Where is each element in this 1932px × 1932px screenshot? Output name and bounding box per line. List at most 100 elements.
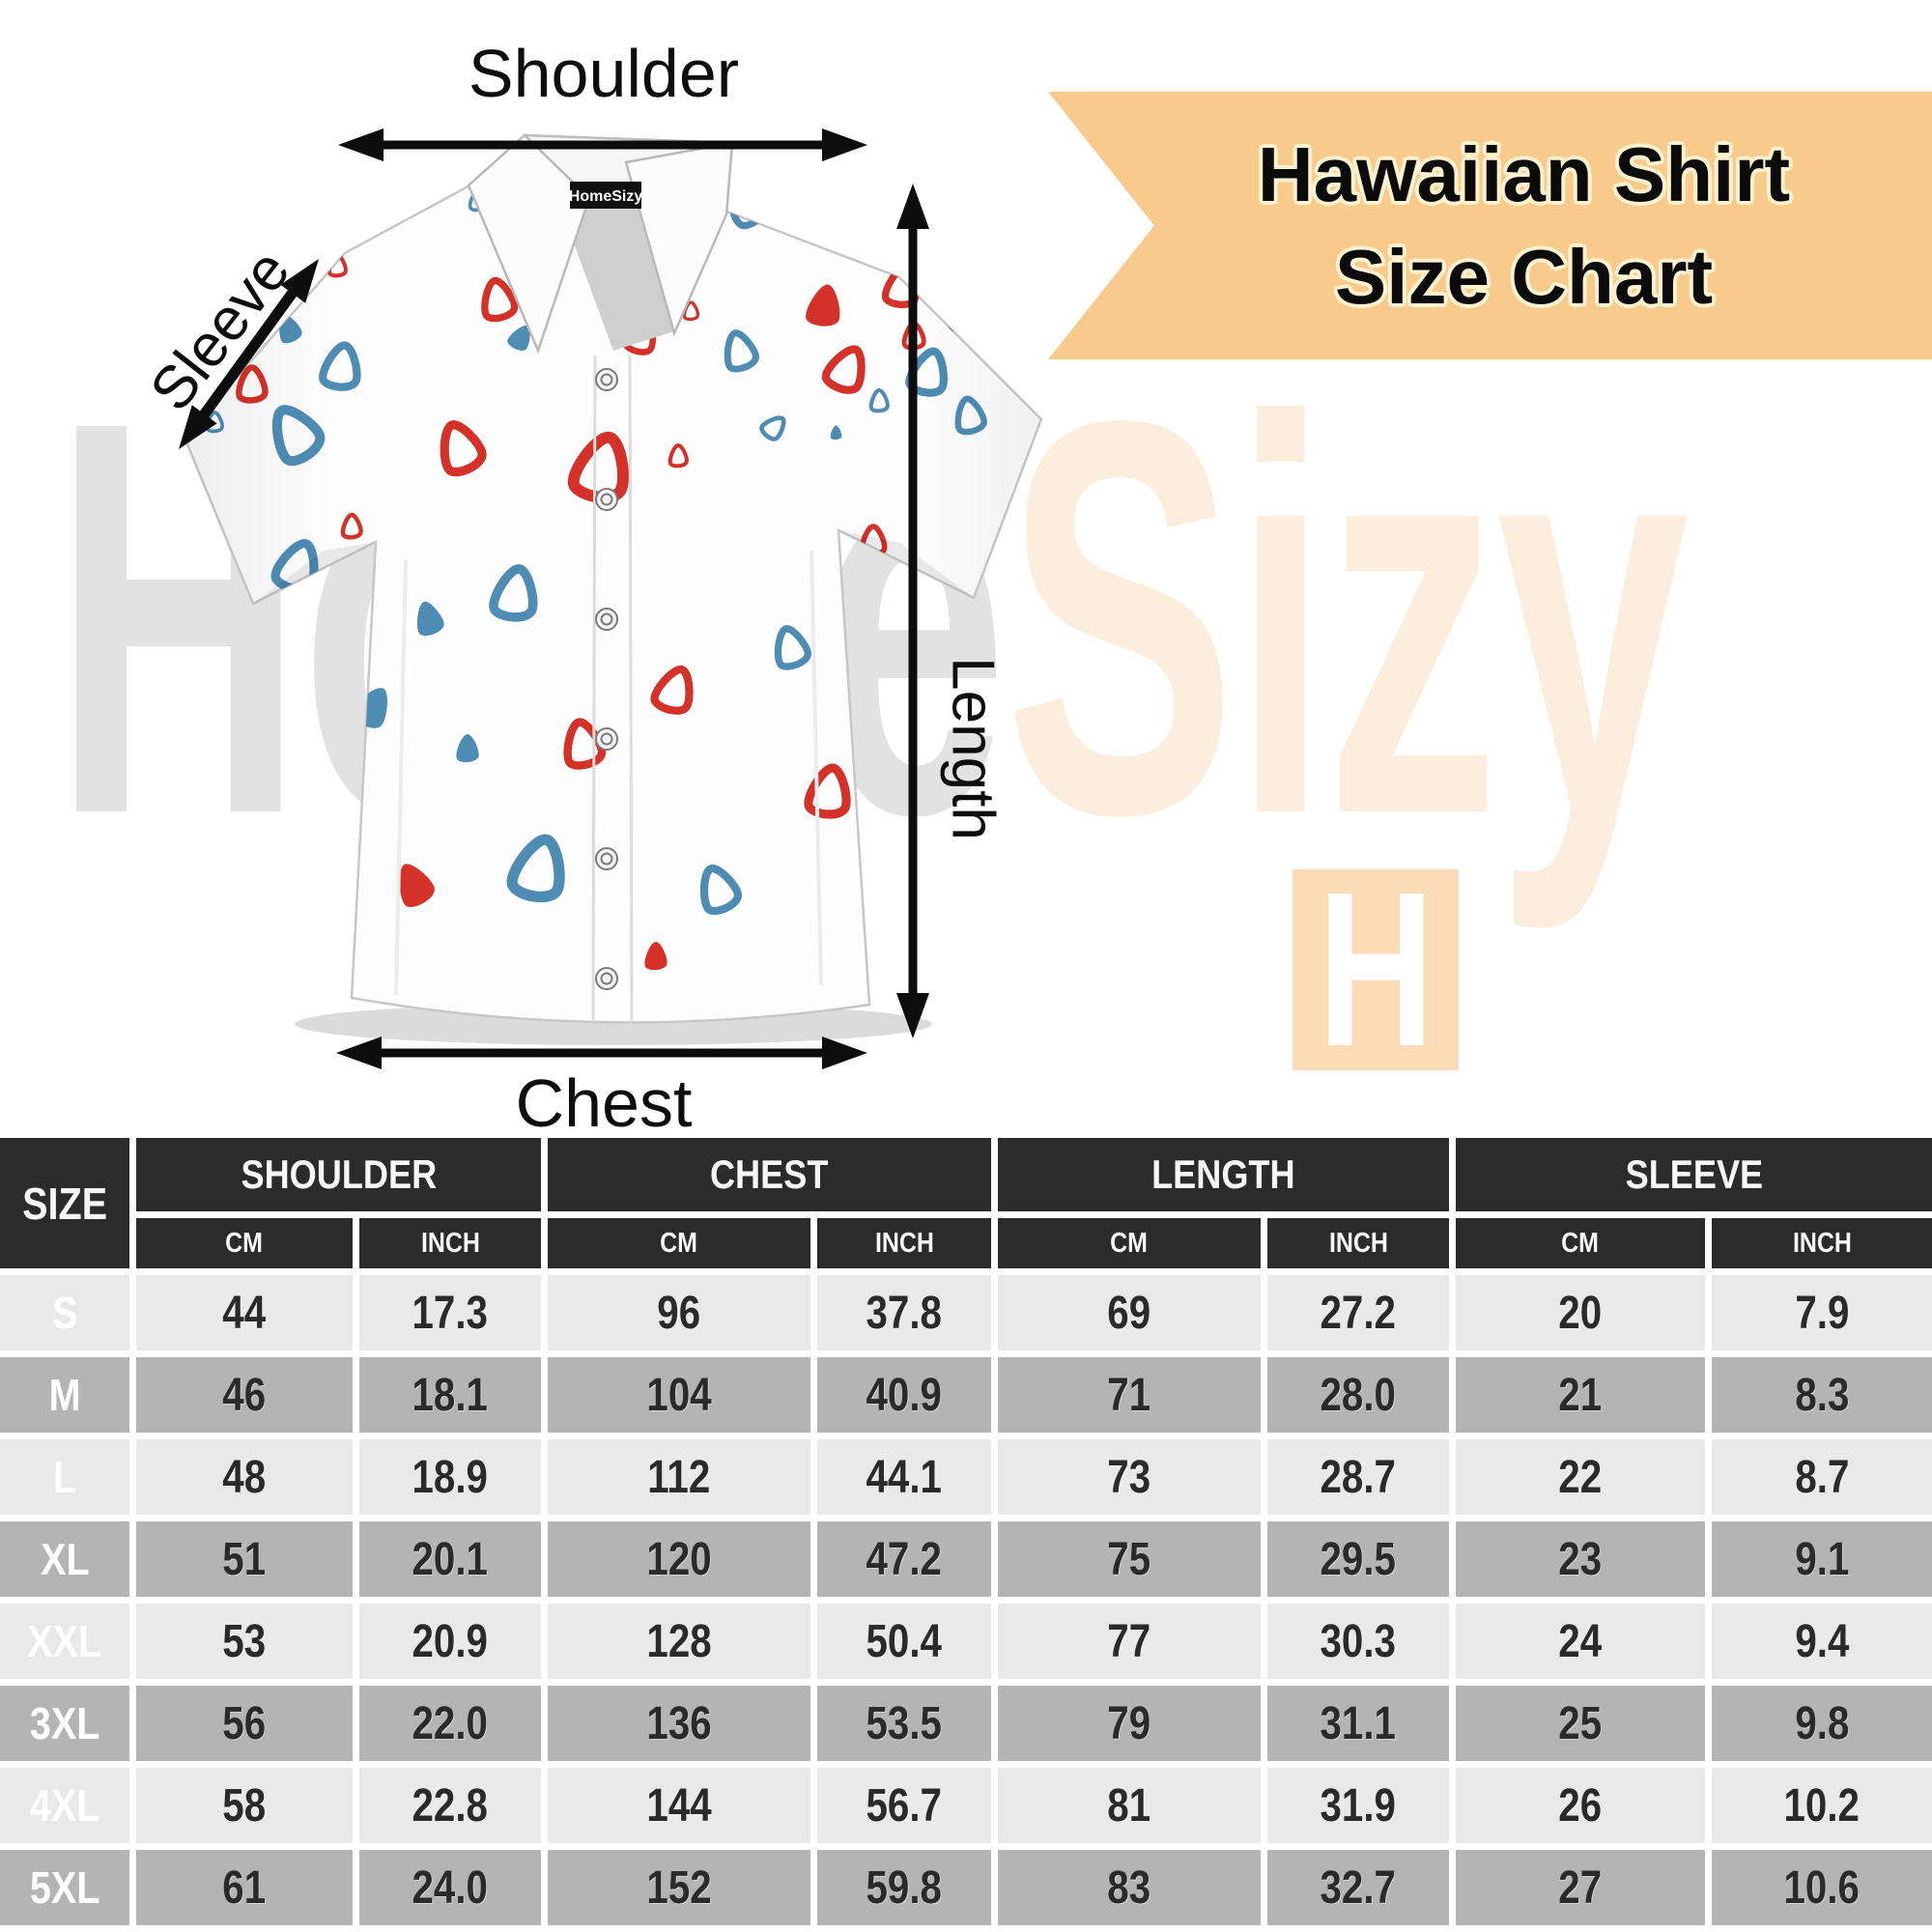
value-cell-length_inch: 27.2 (1267, 1275, 1450, 1350)
value-cell-sleeve_cm: 22 (1456, 1439, 1706, 1515)
value-cell-shoulder_cm: 46 (136, 1357, 353, 1433)
brand-logo-letter: H (1317, 847, 1435, 1093)
sleeve-cm-header: CM (1456, 1218, 1706, 1268)
value-cell-chest_inch: 44.1 (817, 1439, 992, 1515)
sleeve-inch-header: INCH (1712, 1218, 1932, 1268)
value-cell-shoulder_inch: 18.1 (359, 1357, 541, 1433)
length-inch-header: INCH (1267, 1218, 1450, 1268)
size-corner-header: SIZE (0, 1138, 129, 1268)
value-cell-length_cm: 75 (998, 1521, 1262, 1597)
value-cell-chest_inch: 53.5 (817, 1686, 992, 1761)
value-cell-shoulder_inch: 20.9 (359, 1604, 541, 1679)
value-cell-sleeve_inch: 9.4 (1712, 1604, 1932, 1679)
value-cell-shoulder_cm: 61 (136, 1850, 353, 1925)
chest-inch-header: INCH (817, 1218, 992, 1268)
value-cell-length_inch: 31.1 (1267, 1686, 1450, 1761)
value-cell-shoulder_inch: 20.1 (359, 1521, 541, 1597)
collar-tag (570, 182, 641, 209)
value-cell-chest_cm: 152 (548, 1850, 810, 1925)
size-row-3XL: 3XL 56 22.0 136 53.5 79 31.1 25 9.8 (0, 1686, 1932, 1761)
shoulder-column-header: SHOULDER (136, 1138, 541, 1211)
value-cell-shoulder_cm: 58 (136, 1768, 353, 1843)
size-row-5XL: 5XL 61 24.0 152 59.8 83 32.7 27 10.6 (0, 1850, 1932, 1925)
brand-logo-h: H (1293, 860, 1459, 1080)
value-cell-sleeve_inch: 8.3 (1712, 1357, 1932, 1433)
chest-column-header: CHEST (548, 1138, 992, 1211)
value-cell-chest_cm: 104 (548, 1357, 810, 1433)
value-cell-chest_cm: 96 (548, 1275, 810, 1350)
collar-left-lapel (467, 133, 591, 355)
value-cell-sleeve_inch: 9.1 (1712, 1521, 1932, 1597)
value-cell-chest_inch: 50.4 (817, 1604, 992, 1679)
shoulder-label: Shoulder (468, 36, 740, 111)
value-cell-shoulder_cm: 51 (136, 1521, 353, 1597)
page-title-line1: Hawaiian Shirt (1257, 130, 1791, 217)
size-label-cell: 4XL (0, 1768, 129, 1843)
size-row-L: L 48 18.9 112 44.1 73 28.7 22 8.7 (0, 1439, 1932, 1515)
size-label-cell: M (0, 1357, 129, 1433)
title-banner: Hawaiian Shirt Size Chart (1048, 92, 1932, 359)
size-label-cell: 3XL (0, 1686, 129, 1761)
value-cell-sleeve_inch: 10.2 (1712, 1768, 1932, 1843)
value-cell-shoulder_inch: 22.8 (359, 1768, 541, 1843)
value-cell-shoulder_inch: 18.9 (359, 1439, 541, 1515)
value-cell-shoulder_cm: 56 (136, 1686, 353, 1761)
value-cell-shoulder_inch: 22.0 (359, 1686, 541, 1761)
value-cell-length_cm: 69 (998, 1275, 1262, 1350)
value-cell-chest_inch: 47.2 (817, 1521, 992, 1597)
button-placket (595, 368, 618, 990)
value-cell-shoulder_cm: 48 (136, 1439, 353, 1515)
value-cell-sleeve_cm: 23 (1456, 1521, 1706, 1597)
value-cell-sleeve_inch: 9.8 (1712, 1686, 1932, 1761)
value-cell-sleeve_cm: 26 (1456, 1768, 1706, 1843)
sleeve-column-header: SLEEVE (1456, 1138, 1932, 1211)
length-column-header: LENGTH (998, 1138, 1450, 1211)
value-cell-length_cm: 81 (998, 1768, 1262, 1843)
hawaiian-shirt-illustration: HomeSizy (183, 133, 1043, 1045)
value-cell-chest_inch: 40.9 (817, 1357, 992, 1433)
shoulder-inch-header: INCH (359, 1218, 541, 1268)
value-cell-chest_inch: 56.7 (817, 1768, 992, 1843)
value-cell-chest_cm: 136 (548, 1686, 810, 1761)
value-cell-sleeve_cm: 21 (1456, 1357, 1706, 1433)
value-cell-length_inch: 30.3 (1267, 1604, 1450, 1679)
collar-tag-text: HomeSizy (569, 188, 643, 205)
size-label-cell: XL (0, 1521, 129, 1597)
size-row-4XL: 4XL 58 22.8 144 56.7 81 31.9 26 10.2 (0, 1768, 1932, 1843)
size-label-cell: L (0, 1439, 129, 1515)
value-cell-length_inch: 32.7 (1267, 1850, 1450, 1925)
value-cell-chest_cm: 112 (548, 1439, 810, 1515)
value-cell-shoulder_cm: 53 (136, 1604, 353, 1679)
value-cell-length_inch: 31.9 (1267, 1768, 1450, 1843)
length-label: Length (939, 657, 1007, 840)
page-title-line2: Size Chart (1334, 233, 1714, 320)
value-cell-sleeve_cm: 25 (1456, 1686, 1706, 1761)
value-cell-shoulder_inch: 24.0 (359, 1850, 541, 1925)
value-cell-sleeve_cm: 24 (1456, 1604, 1706, 1679)
value-cell-chest_cm: 144 (548, 1768, 810, 1843)
size-label-cell: 5XL (0, 1850, 129, 1925)
length-cm-header: CM (998, 1218, 1262, 1268)
value-cell-chest_inch: 59.8 (817, 1850, 992, 1925)
value-cell-chest_inch: 37.8 (817, 1275, 992, 1350)
value-cell-length_inch: 28.0 (1267, 1357, 1450, 1433)
value-cell-shoulder_inch: 17.3 (359, 1275, 541, 1350)
chest-label: Chest (515, 1065, 693, 1141)
shoulder-cm-header: CM (136, 1218, 353, 1268)
value-cell-length_cm: 71 (998, 1357, 1262, 1433)
value-cell-length_cm: 73 (998, 1439, 1262, 1515)
value-cell-length_inch: 28.7 (1267, 1439, 1450, 1515)
value-cell-shoulder_cm: 44 (136, 1275, 353, 1350)
size-table-body: S 44 17.3 96 37.8 69 27.2 20 7.9 M 46 18.1 104 40.9 71… (0, 1275, 1932, 1925)
value-cell-length_cm: 83 (998, 1850, 1262, 1925)
size-row-XL: XL 51 20.1 120 47.2 75 29.5 23 9.1 (0, 1521, 1932, 1597)
fabric-shading (185, 135, 1041, 1023)
value-cell-sleeve_cm: 20 (1456, 1275, 1706, 1350)
size-row-XXL: XXL 53 20.9 128 50.4 77 30.3 24 9.4 (0, 1604, 1932, 1679)
value-cell-length_inch: 29.5 (1267, 1521, 1450, 1597)
size-chart-table: SIZE SHOULDER CHEST LENGTH SLEEVE CM INC… (0, 1131, 1932, 1932)
value-cell-chest_cm: 128 (548, 1604, 810, 1679)
size-label-cell: XXL (0, 1604, 129, 1679)
size-row-S: S 44 17.3 96 37.8 69 27.2 20 7.9 (0, 1275, 1932, 1350)
